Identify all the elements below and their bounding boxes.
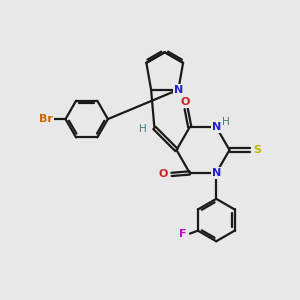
Text: F: F	[179, 229, 187, 238]
Text: O: O	[159, 169, 168, 179]
Text: N: N	[212, 122, 221, 132]
Text: H: H	[140, 124, 147, 134]
Text: H: H	[222, 117, 230, 127]
Text: N: N	[212, 168, 221, 178]
Text: N: N	[174, 85, 183, 95]
Text: S: S	[254, 145, 262, 155]
Text: O: O	[180, 97, 189, 107]
Text: Br: Br	[39, 114, 53, 124]
